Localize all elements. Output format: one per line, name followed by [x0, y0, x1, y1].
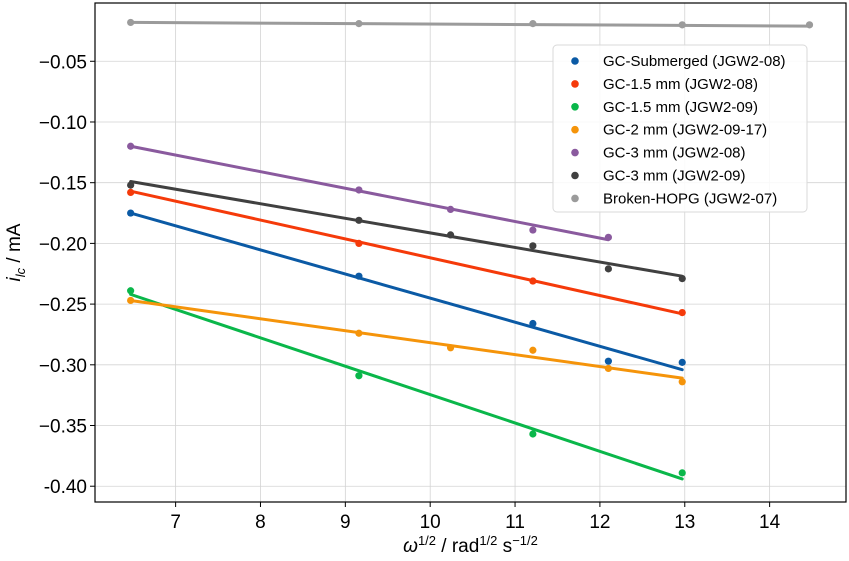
y-axis-label-part: i — [4, 276, 25, 281]
data-point — [127, 209, 135, 217]
data-point — [529, 346, 537, 354]
legend-marker — [571, 103, 579, 111]
data-point — [127, 188, 135, 197]
fit-line — [129, 144, 610, 242]
data-point — [529, 242, 537, 250]
fit-line — [129, 298, 684, 380]
data-point — [355, 20, 363, 28]
data-point — [355, 329, 363, 337]
legend-label: GC-3 mm (JGW2-09) — [603, 168, 746, 185]
y-tick-label: −0.05 — [39, 52, 87, 73]
y-axis-label-part: lc — [13, 267, 28, 277]
x-axis-label-part: s — [497, 536, 512, 557]
x-tick-label: 9 — [340, 512, 351, 533]
data-point — [678, 378, 686, 386]
legend-label: GC-Submerged (JGW2-08) — [603, 53, 786, 70]
legend-marker — [571, 80, 579, 88]
data-point — [529, 20, 537, 28]
plot-frame — [94, 2, 847, 503]
data-point — [604, 364, 612, 373]
data-point — [127, 142, 135, 150]
data-point — [529, 319, 537, 328]
fit-line — [129, 292, 684, 481]
data-point — [446, 231, 455, 239]
x-tick-label: 8 — [255, 512, 266, 533]
legend-marker — [571, 57, 579, 65]
data-points — [127, 18, 814, 477]
data-point — [355, 216, 363, 224]
legend-label: Broken-HOPG (JGW2-07) — [603, 190, 777, 207]
y-axis-ticks: -0.40 −0.35 −0.30 −0.25 −0.20 −0.15 −0.10 −0.05 — [39, 52, 95, 498]
data-point — [529, 226, 537, 234]
x-tick-label: 13 — [674, 512, 695, 533]
y-tick-label: −0.15 — [39, 174, 87, 195]
data-point — [355, 186, 363, 194]
legend: GC-Submerged (JGW2-08) GC-1.5 mm (JGW2-08… — [552, 44, 808, 213]
data-point — [127, 18, 135, 27]
x-axis-ticks: 7 8 9 10 11 12 13 14 — [170, 502, 781, 533]
y-tick-label: -0.40 — [44, 477, 87, 498]
fit-line — [129, 211, 684, 372]
fit-lines — [129, 20, 812, 481]
legend-label: GC-3 mm (JGW2-08) — [603, 145, 746, 162]
x-tick-label: 11 — [505, 512, 525, 533]
legend-marker — [571, 171, 579, 180]
data-point — [127, 181, 135, 189]
legend-marker — [571, 125, 579, 134]
data-point — [678, 308, 686, 317]
fit-line — [129, 189, 684, 316]
x-tick-label: 12 — [589, 512, 610, 533]
data-point — [805, 21, 814, 29]
y-tick-label: −0.35 — [39, 417, 87, 438]
fit-line — [129, 179, 684, 278]
x-tick-label: 7 — [170, 512, 181, 533]
data-point — [446, 344, 455, 352]
data-point — [529, 277, 537, 285]
fit-line — [129, 20, 812, 28]
y-tick-label: −0.25 — [39, 295, 87, 316]
legend-label: GC-1.5 mm (JGW2-09) — [603, 99, 758, 116]
x-axis-label: ω1/2 / rad1/2 s−1/2 — [403, 533, 538, 557]
x-axis-label-part: 1/2 — [479, 533, 497, 548]
data-point — [355, 372, 363, 380]
legend-marker — [571, 148, 579, 157]
legend-label: GC-1.5 mm (JGW2-08) — [603, 76, 758, 93]
data-point — [678, 21, 686, 29]
x-axis-label-part: 1/2 — [418, 533, 436, 548]
data-point — [678, 275, 686, 283]
y-tick-label: −0.30 — [39, 356, 87, 377]
x-tick-label: 14 — [759, 512, 781, 533]
y-axis-label: ilc / mA — [4, 223, 28, 281]
data-point — [678, 469, 686, 477]
data-point — [604, 233, 612, 241]
data-point — [678, 358, 686, 366]
legend-box — [552, 44, 808, 213]
x-axis-label-part: ω — [403, 536, 418, 557]
x-tick-label: 10 — [420, 512, 441, 533]
data-point — [127, 296, 135, 305]
data-point — [604, 265, 612, 273]
y-tick-label: −0.10 — [39, 113, 87, 134]
legend-marker — [571, 194, 579, 203]
x-axis-label-part: / rad — [436, 536, 479, 557]
data-point — [446, 205, 455, 213]
x-axis-label-part: −1/2 — [512, 533, 538, 548]
data-point — [355, 239, 363, 247]
data-point — [127, 287, 135, 295]
data-point — [604, 357, 612, 365]
y-tick-label: −0.20 — [39, 234, 87, 255]
data-point — [529, 430, 537, 438]
legend-label: GC-2 mm (JGW2-09-17) — [603, 122, 767, 139]
data-point — [355, 272, 363, 280]
y-axis-label-part: / mA — [4, 223, 25, 268]
